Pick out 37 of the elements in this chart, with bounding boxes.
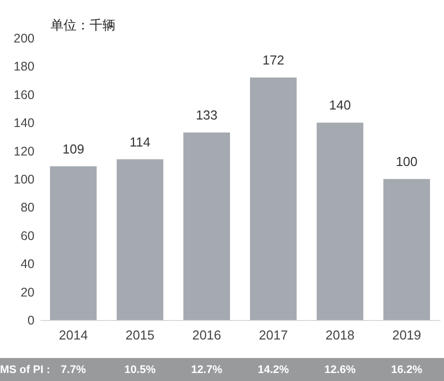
y-tick-label: 0 — [28, 314, 35, 328]
text: 14.2% — [258, 364, 290, 376]
text: 7.7% — [60, 364, 86, 376]
y-tick-label: 120 — [14, 144, 35, 158]
y-tick-label: 60 — [20, 228, 35, 243]
bar — [316, 122, 364, 320]
y-tick-label: 100 — [14, 172, 35, 186]
y-tick-label: 160 — [14, 88, 35, 102]
data-label: 100 — [396, 154, 418, 169]
text: 12.7% — [191, 364, 222, 376]
text: MS of PI : — [0, 364, 50, 376]
y-axis-title: 单位：千辆 — [50, 18, 116, 32]
text: 12.6% — [324, 364, 356, 376]
x-tick-label: 2016 — [192, 328, 222, 342]
x-tick-label: 2018 — [326, 328, 354, 342]
bar — [50, 166, 97, 320]
data-label: 140 — [329, 98, 351, 113]
y-tick-label: 140 — [14, 116, 35, 130]
bar — [116, 159, 164, 320]
bar — [250, 77, 297, 320]
x-tick-label: 2017 — [258, 328, 288, 342]
x-tick-label: 2015 — [126, 328, 154, 342]
y-tick-label: 80 — [20, 200, 35, 215]
data-label: 133 — [196, 107, 218, 122]
text: 16.2% — [391, 364, 422, 376]
data-label: 172 — [262, 52, 284, 68]
y-tick-label: 40 — [20, 257, 35, 272]
text: 10.5% — [124, 364, 156, 376]
bar — [383, 179, 430, 320]
bar — [183, 132, 230, 320]
data-label: 109 — [62, 141, 84, 156]
data-label: 114 — [130, 134, 150, 150]
y-tick-label: 180 — [14, 60, 35, 74]
y-tick-label: 200 — [14, 32, 35, 46]
x-tick-label: 2019 — [392, 328, 422, 342]
x-tick-label: 2014 — [58, 328, 88, 342]
y-tick-label: 20 — [20, 285, 35, 300]
